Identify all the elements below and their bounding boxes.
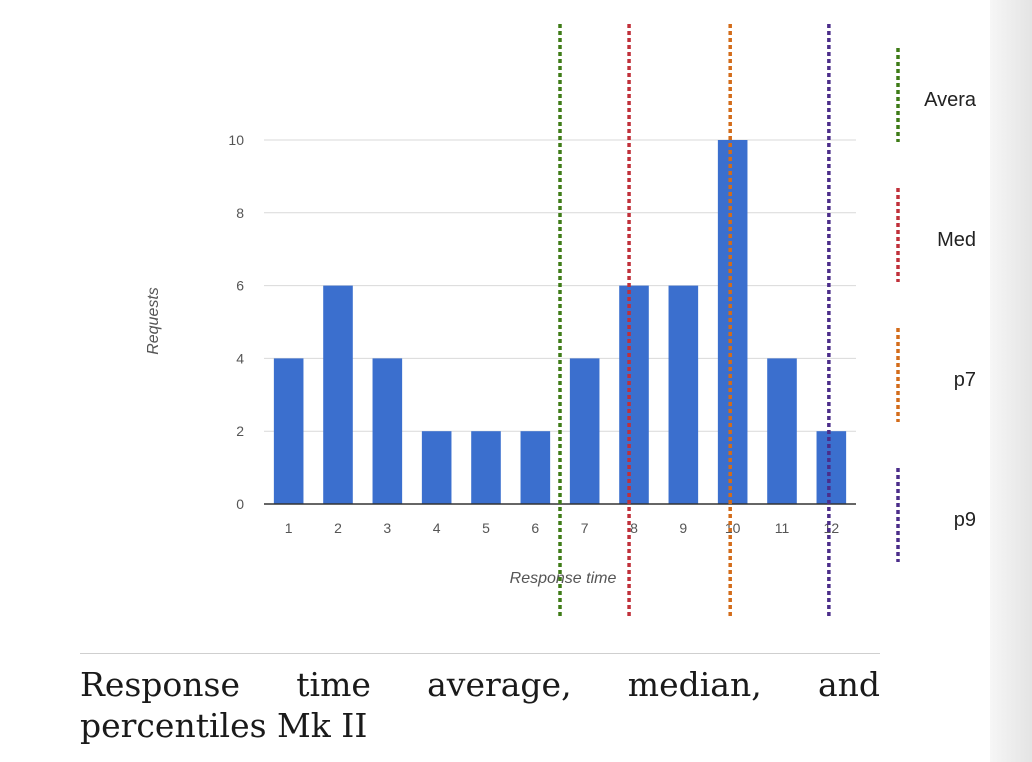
y-tick-label: 2: [236, 423, 244, 439]
bar: [273, 358, 304, 504]
reference-lines: [558, 24, 831, 618]
x-axis-title: Response time: [510, 570, 617, 587]
bar: [816, 431, 847, 504]
bar: [323, 285, 353, 504]
legend-label: p7: [954, 369, 976, 391]
x-tick-label: 8: [630, 520, 638, 536]
legend-label: p9: [954, 509, 976, 531]
y-tick-label: 0: [236, 496, 244, 512]
x-tick-labels: 1 2 3 4 5 6 7 8 9 10 11 12: [285, 520, 840, 536]
y-tick-labels: 0 2 4 6 8 10: [228, 132, 244, 512]
bar: [520, 431, 551, 504]
x-tick-label: 4: [433, 520, 441, 536]
x-tick-label: 5: [482, 520, 490, 536]
x-tick-label: 7: [581, 520, 589, 536]
x-tick-label: 11: [775, 520, 790, 536]
bar: [619, 285, 649, 504]
legend: Avera Med p7 p9: [896, 48, 977, 562]
caption-divider: [80, 653, 880, 654]
bar: [767, 358, 797, 504]
bar: [372, 358, 403, 504]
x-tick-label: 12: [824, 520, 840, 536]
x-tick-label: 3: [383, 520, 391, 536]
bar: [421, 431, 452, 504]
y-tick-label: 8: [236, 205, 244, 221]
bar: [717, 140, 748, 504]
bar: [471, 431, 501, 504]
y-tick-label: 6: [236, 278, 244, 294]
y-tick-label: 10: [228, 132, 244, 148]
y-axis-title: Requests: [145, 287, 162, 355]
bar: [668, 285, 699, 504]
figure-caption: Response time average, median, and perce…: [80, 665, 880, 745]
legend-label: Med: [937, 229, 976, 251]
y-tick-label: 4: [236, 350, 244, 366]
x-tick-label: 9: [679, 520, 687, 536]
x-tick-label: 2: [334, 520, 342, 536]
x-tick-label: 1: [285, 520, 293, 536]
x-tick-label: 10: [725, 520, 741, 536]
x-tick-label: 6: [531, 520, 539, 536]
legend-label: Avera: [924, 89, 977, 111]
page-edge-shadow: [990, 0, 1032, 762]
bars: [273, 140, 847, 504]
bar: [569, 358, 600, 504]
